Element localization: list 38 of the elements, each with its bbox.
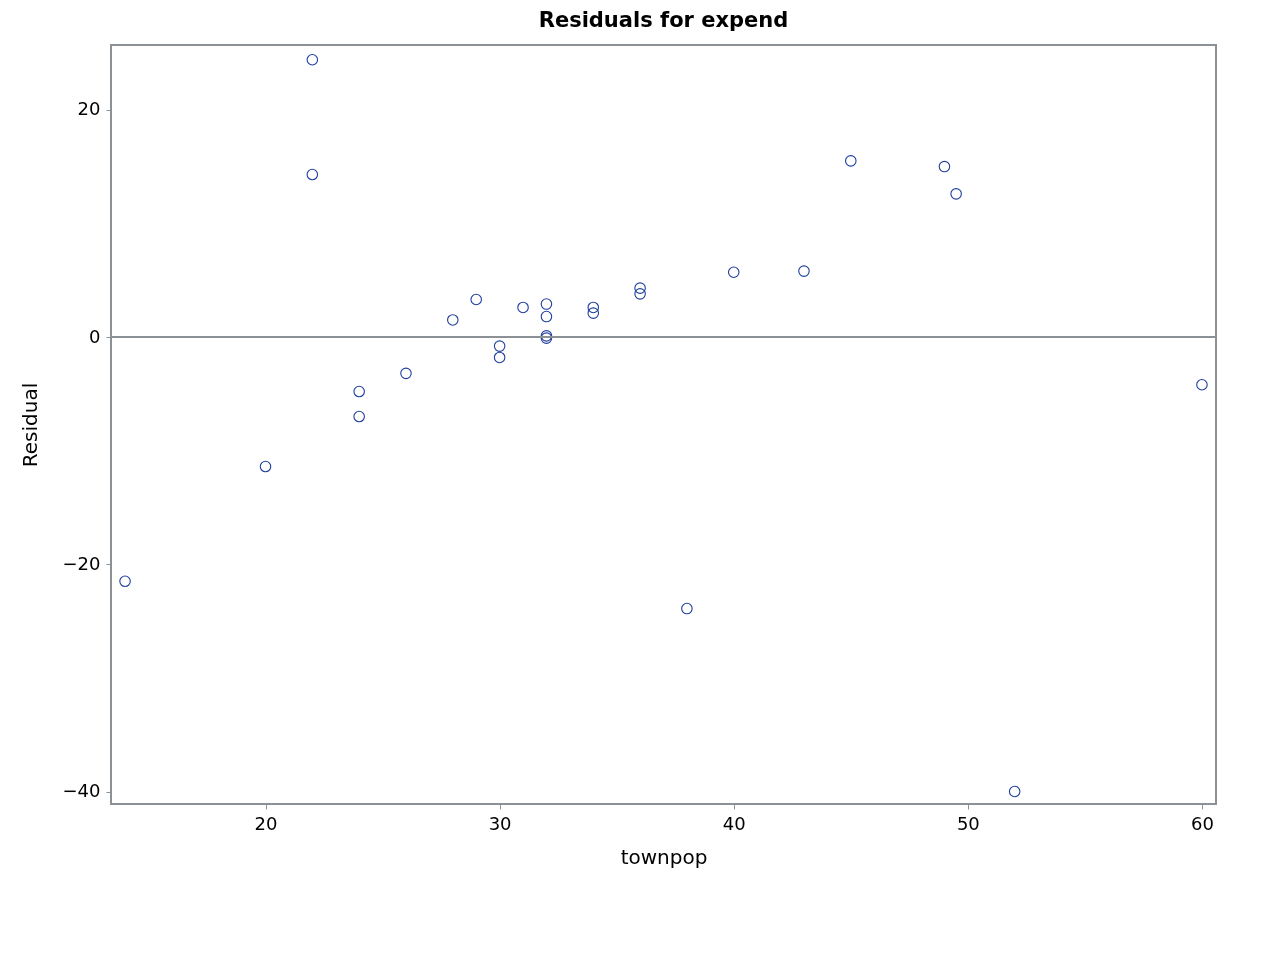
point — [447, 314, 459, 326]
y-tick-label: −40 — [62, 780, 101, 801]
point — [587, 307, 600, 319]
point — [1008, 785, 1021, 798]
x-tick-label: 20 — [254, 812, 278, 834]
point — [493, 340, 506, 352]
point — [798, 265, 810, 277]
point — [353, 385, 365, 398]
y-tick-label: −20 — [62, 552, 101, 574]
point — [844, 155, 857, 167]
point — [540, 310, 553, 323]
point — [470, 293, 483, 306]
point — [400, 367, 412, 380]
y-tick-label: 0 — [89, 325, 101, 347]
point — [634, 288, 646, 300]
x-axis-title: townpop — [620, 844, 708, 869]
x-tick-label: 40 — [722, 812, 746, 834]
point — [540, 298, 553, 310]
point — [259, 460, 272, 473]
x-tick-label: 50 — [956, 812, 980, 834]
point — [938, 160, 951, 173]
x-tick-label: 30 — [488, 812, 512, 834]
chart-title: Residuals for expend — [538, 8, 789, 32]
point — [634, 282, 646, 294]
x-tick-label: 60 — [1191, 812, 1214, 834]
point — [1196, 378, 1208, 391]
point — [306, 53, 319, 66]
point — [353, 410, 365, 423]
y-tick-label: 20 — [77, 98, 101, 120]
point — [587, 301, 600, 314]
point — [306, 168, 319, 181]
point — [517, 301, 529, 314]
point — [493, 351, 506, 364]
point — [950, 188, 962, 200]
y-axis-title: Residual — [17, 382, 42, 468]
point — [727, 266, 740, 279]
point — [119, 575, 131, 588]
point — [681, 602, 693, 615]
